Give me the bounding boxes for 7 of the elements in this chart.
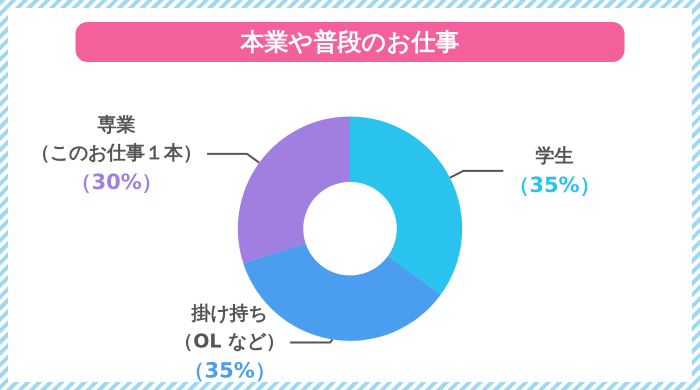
data-label: （30%） — [70, 170, 163, 194]
slice-label: 専業（このお仕事１本） — [31, 114, 202, 164]
slice-label: 掛け持ち（OL など） — [174, 302, 286, 352]
data-label: （35%） — [184, 358, 276, 382]
chart-title: 本業や普段のお仕事 — [240, 28, 460, 56]
slice-label: 学生 — [535, 144, 574, 167]
data-label: （35%） — [508, 172, 601, 197]
